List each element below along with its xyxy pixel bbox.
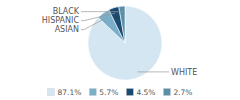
legend-label: 87.1%	[57, 88, 81, 97]
slice-label: WHITE	[171, 68, 197, 77]
legend-item: 4.5%	[126, 88, 155, 97]
legend-label: 5.7%	[99, 88, 118, 97]
legend-swatch	[89, 89, 96, 96]
chart: WHITE ASIANHISPANICBLACK 87.1% 5.7% 4.5% 2.7%	[0, 0, 240, 100]
leader-line	[137, 71, 169, 72]
leader-line	[81, 18, 106, 30]
legend-label: 4.5%	[136, 88, 155, 97]
legend-swatch	[163, 89, 170, 96]
legend-item: 5.7%	[89, 88, 118, 97]
leader-line	[81, 11, 122, 12]
legend-item: 87.1%	[47, 88, 81, 97]
slice-label: HISPANIC	[42, 16, 80, 25]
legend-swatch	[47, 89, 54, 96]
legend-item: 2.7%	[163, 88, 192, 97]
labels: WHITE ASIANHISPANICBLACK	[42, 7, 197, 76]
slice-label: BLACK	[53, 7, 80, 16]
slice-label: ASIAN	[55, 25, 79, 34]
legend: 87.1% 5.7% 4.5% 2.7%	[47, 88, 192, 97]
legend-label: 2.7%	[173, 88, 192, 97]
leader-line	[81, 13, 115, 21]
legend-swatch	[126, 89, 133, 96]
